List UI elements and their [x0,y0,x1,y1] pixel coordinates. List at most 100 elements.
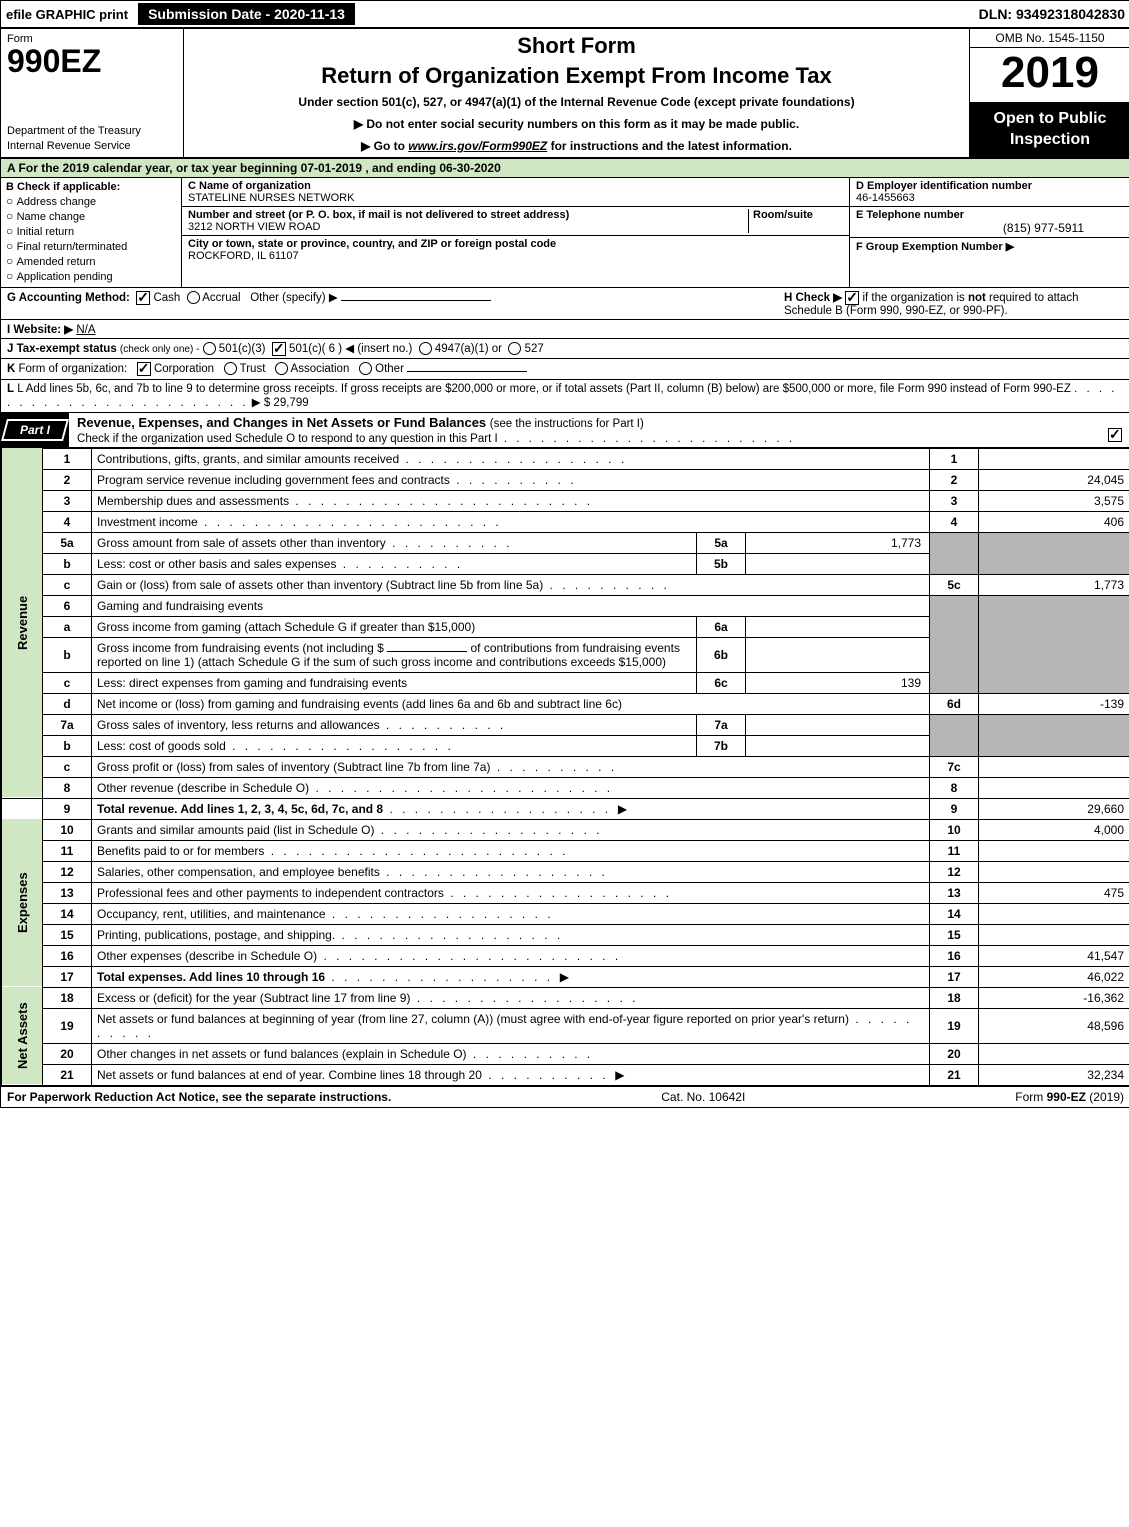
header-right: OMB No. 1545-1150 2019 Open to Public In… [969,29,1129,157]
i-label: I Website: ▶ [7,324,73,336]
cb-accrual[interactable] [187,291,200,304]
l-amount: $ 29,799 [264,397,309,409]
cb-address-change[interactable]: Address change [6,194,176,208]
g-other-input[interactable] [341,300,491,301]
org-name: STATELINE NURSES NETWORK [188,192,354,204]
value-line-8 [979,777,1129,798]
website-value: N/A [76,324,95,336]
efile-label[interactable]: efile GRAPHIC print [6,7,128,22]
return-title: Return of Organization Exempt From Incom… [192,63,961,89]
irs-link[interactable]: www.irs.gov/Form990EZ [408,139,547,153]
value-line-1 [979,448,1129,469]
value-line-3: 3,575 [979,490,1129,511]
page-footer: For Paperwork Reduction Act Notice, see … [1,1086,1129,1107]
row-a-tax-year: A For the 2019 calendar year, or tax yea… [1,159,1129,178]
value-line-13: 475 [979,882,1129,903]
l-row: L L Add lines 5b, 6c, and 7b to line 9 t… [1,380,1129,413]
department: Department of the Treasury Internal Reve… [7,124,177,153]
value-line-15 [979,924,1129,945]
form-page: efile GRAPHIC print Submission Date - 20… [0,0,1129,1108]
value-line-6b [746,637,930,672]
top-bar: efile GRAPHIC print Submission Date - 20… [1,1,1129,29]
notice2-post: for instructions and the latest informat… [547,139,792,153]
header-mid: Short Form Return of Organization Exempt… [184,29,969,157]
value-line-18: -16,362 [979,987,1129,1008]
col-de: D Employer identification number 46-1455… [850,178,1129,287]
addr-label: Number and street (or P. O. box, if mail… [188,209,569,221]
value-line-19: 48,596 [979,1008,1129,1043]
part-i-title: Revenue, Expenses, and Changes in Net As… [77,415,486,430]
g-label: G Accounting Method: [7,292,130,304]
cb-other-org[interactable] [359,362,372,375]
part-i-subtitle: (see the instructions for Part I) [490,418,644,430]
tax-year: 2019 [970,48,1129,103]
value-line-7b [746,735,930,756]
value-line-4: 406 [979,511,1129,532]
short-form-title: Short Form [192,33,961,59]
cb-h-check[interactable] [845,291,859,305]
line-6b-amount-input[interactable] [387,651,467,652]
value-line-12 [979,861,1129,882]
city-label: City or town, state or province, country… [188,238,556,250]
b-title: B Check if applicable: [6,181,176,193]
col-b-checkboxes: B Check if applicable: Address change Na… [1,178,182,287]
c-label: C Name of organization [188,180,311,192]
value-line-17: 46,022 [979,966,1129,987]
value-line-2: 24,045 [979,469,1129,490]
street-address: 3212 NORTH VIEW ROAD [188,221,320,233]
other-org-input[interactable] [407,371,527,372]
section-net-assets: Net Assets [2,987,43,1085]
cb-corporation[interactable] [137,362,151,376]
j-label: J Tax-exempt status [7,343,117,355]
f-label: F Group Exemption Number ▶ [856,241,1014,253]
form-header: Form 990EZ Department of the Treasury In… [1,29,1129,159]
value-line-6d: -139 [979,693,1129,714]
omb-number: OMB No. 1545-1150 [970,29,1129,48]
cb-cash[interactable] [136,291,150,305]
notice2-pre: Go to [374,139,409,153]
h-label: H Check ▶ [784,292,842,304]
section-revenue: Revenue [2,448,43,798]
value-line-11 [979,840,1129,861]
ein: 46-1455663 [856,192,915,204]
j-row: J Tax-exempt status (check only one) - 5… [1,339,1129,359]
e-label: E Telephone number [856,209,964,221]
footer-cat-no: Cat. No. 10642I [661,1090,745,1104]
cb-501c[interactable] [272,342,286,356]
telephone: (815) 977-5911 [856,221,1124,235]
dln: DLN: 93492318042830 [979,6,1125,22]
cb-application-pending[interactable]: Application pending [6,269,176,283]
value-line-10: 4,000 [979,819,1129,840]
cb-527[interactable] [508,342,521,355]
section-expenses: Expenses [2,819,43,987]
cb-501c3[interactable] [203,342,216,355]
value-line-16: 41,547 [979,945,1129,966]
form-number: 990EZ [7,43,177,80]
cb-part-i-schedule-o[interactable] [1108,428,1122,442]
value-line-5b [746,553,930,574]
cb-amended-return[interactable]: Amended return [6,254,176,268]
cb-final-return[interactable]: Final return/terminated [6,239,176,253]
cb-association[interactable] [275,362,288,375]
value-line-5c: 1,773 [979,574,1129,595]
footer-left: For Paperwork Reduction Act Notice, see … [7,1090,391,1104]
part-i-check-line: Check if the organization used Schedule … [77,433,795,445]
notice-2: Go to www.irs.gov/Form990EZ for instruct… [192,139,961,153]
cb-initial-return[interactable]: Initial return [6,224,176,238]
value-line-6a [746,616,930,637]
value-line-14 [979,903,1129,924]
i-row: I Website: ▶ N/A [1,320,1129,339]
value-line-5a: 1,773 [746,532,930,553]
entity-info-block: B Check if applicable: Address change Na… [1,178,1129,288]
value-line-20 [979,1043,1129,1064]
k-row: K Form of organization: Corporation Trus… [1,359,1129,380]
open-to-public: Open to Public Inspection [970,103,1129,157]
g-h-row: G Accounting Method: Cash Accrual Other … [1,288,1129,320]
cb-trust[interactable] [224,362,237,375]
value-line-9: 29,660 [979,798,1129,819]
submission-date: Submission Date - 2020-11-13 [138,3,355,25]
cb-name-change[interactable]: Name change [6,209,176,223]
col-c-org-info: C Name of organization STATELINE NURSES … [182,178,850,287]
footer-form-ref: Form 990-EZ (2019) [1015,1090,1124,1104]
cb-4947[interactable] [419,342,432,355]
